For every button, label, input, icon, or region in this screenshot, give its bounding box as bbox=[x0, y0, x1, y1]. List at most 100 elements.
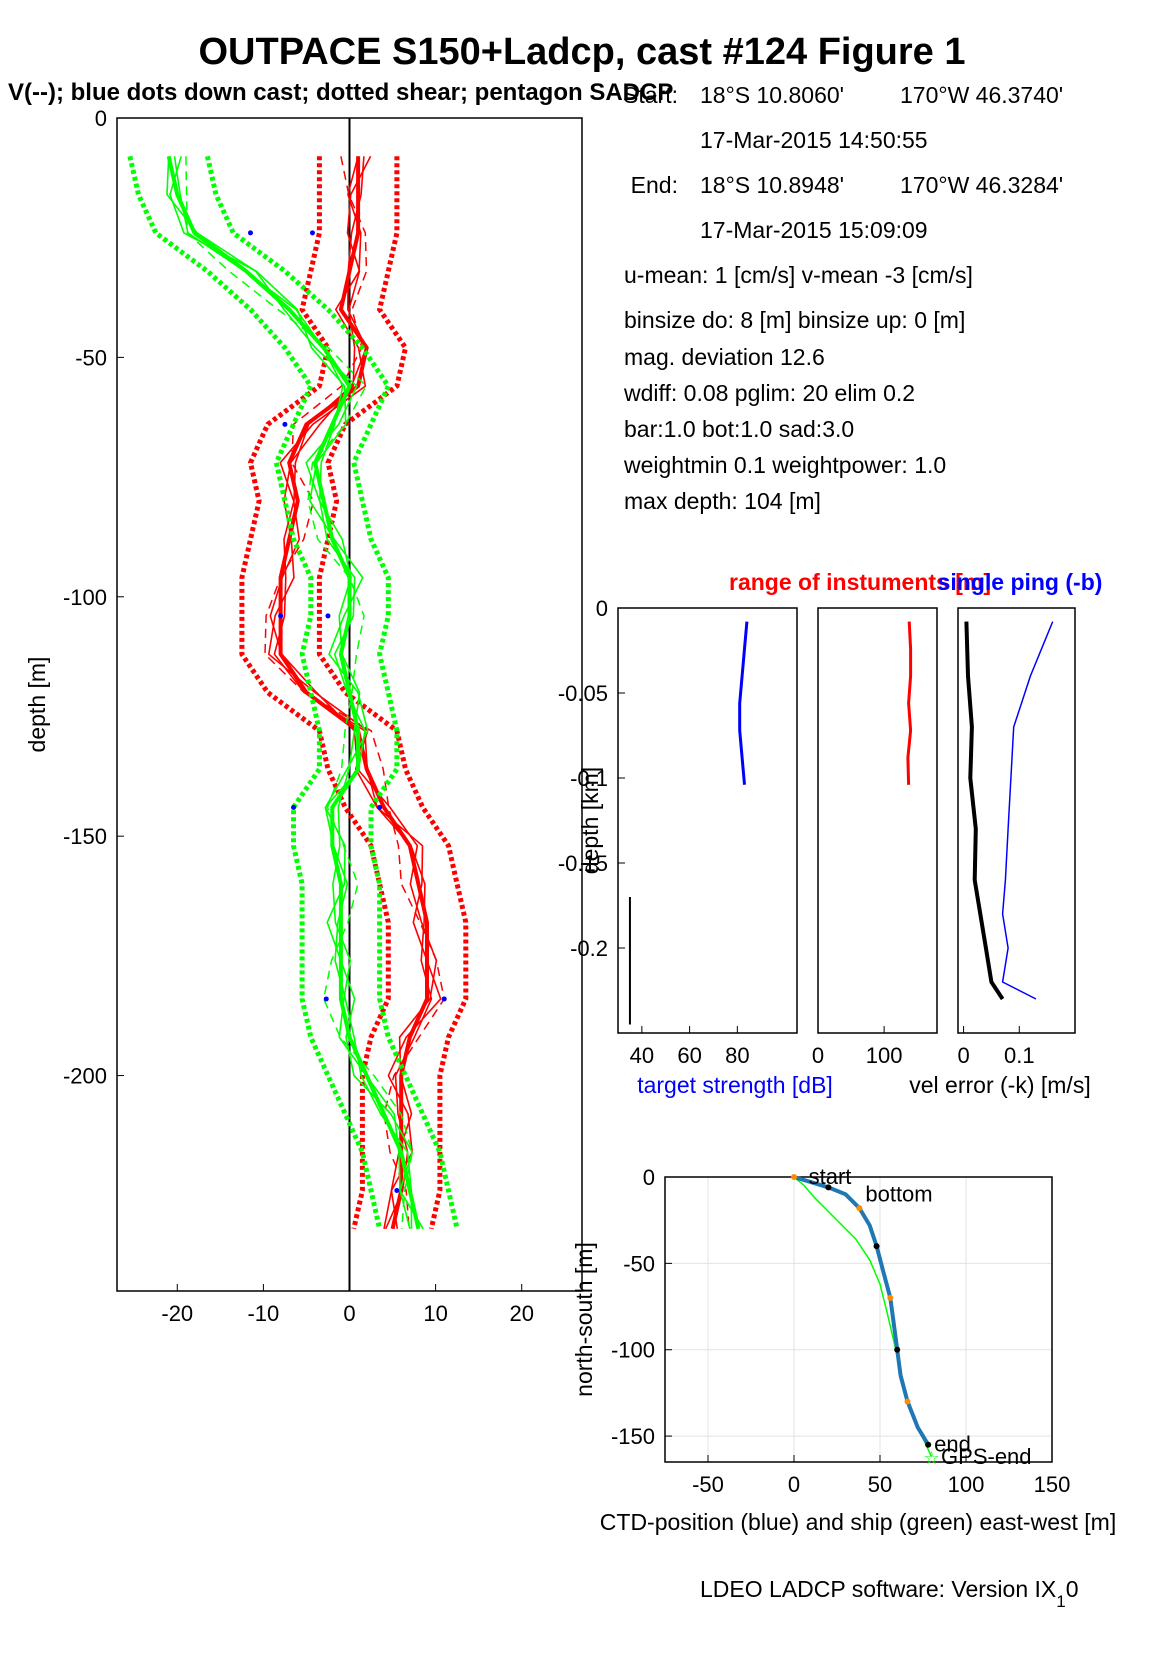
x-tick-label: 100 bbox=[866, 1043, 903, 1068]
panel-title: range of instuments [m] bbox=[729, 569, 991, 595]
v-velocity-estimate-line bbox=[173, 156, 413, 1229]
footer: LDEO LADCP software: Version IX10 bbox=[700, 1576, 1079, 1611]
downcast-dot bbox=[377, 804, 383, 810]
downcast-dot bbox=[282, 421, 288, 427]
start-time: 17-Mar-2015 14:50:55 bbox=[700, 127, 928, 153]
end-label: End: bbox=[631, 172, 678, 198]
figure-title: OUTPACE S150+Ladcp, cast #124 Figure 1 bbox=[199, 31, 966, 73]
mag-deviation: mag. deviation 12.6 bbox=[624, 344, 825, 370]
instrument-range-panel: 0 100 range of instuments [m] bbox=[729, 569, 991, 1068]
velocity-error-panel: 0 0.1 single ping (-b) vel error (-k) [m/s] bbox=[909, 569, 1102, 1098]
means: u-mean: 1 [cm/s] v-mean -3 [cm/s] bbox=[624, 262, 973, 288]
track-marker bbox=[925, 1441, 932, 1448]
x-tick-label: 0 bbox=[788, 1472, 800, 1497]
x-tick-label: 150 bbox=[1034, 1472, 1071, 1497]
downcast-dot bbox=[325, 613, 331, 619]
x-tick-label: 0 bbox=[812, 1043, 824, 1068]
y-tick-label: -150 bbox=[611, 1424, 655, 1449]
plot-frame bbox=[817, 607, 938, 1034]
x-tick-label: 100 bbox=[948, 1472, 985, 1497]
track-marker bbox=[873, 1243, 880, 1250]
end-lon: 170°W 46.3284' bbox=[900, 172, 1063, 198]
weights: bar:1.0 bot:1.0 sad:3.0 bbox=[624, 416, 854, 442]
y-axis-label: north-south [m] bbox=[571, 1242, 597, 1397]
ctd-track bbox=[793, 1175, 930, 1446]
position-track-panel: -50 0 50 100 150 0 -50 -100 -150 ☆ start bottom endG… bbox=[571, 1164, 1116, 1535]
v-velocity-dashed-line bbox=[185, 156, 414, 1229]
y-tick-label: -0.05 bbox=[558, 681, 608, 706]
start-lat: 18°S 10.8060' bbox=[700, 82, 844, 108]
u-velocity-dashed-line bbox=[264, 156, 445, 1229]
x-axis-label: vel error (-k) [m/s] bbox=[909, 1072, 1090, 1098]
vel-error-k-line bbox=[964, 621, 1005, 1001]
svg-text:LDEO LADCP software: Version I: LDEO LADCP software: Version IX10 bbox=[700, 1576, 1079, 1611]
plot-frame bbox=[957, 607, 1076, 1034]
footer-tail: 0 bbox=[1066, 1576, 1079, 1602]
end-time: 17-Mar-2015 15:09:09 bbox=[700, 217, 928, 243]
footer-text: LDEO LADCP software: Version IX bbox=[700, 1576, 1056, 1602]
track-marker bbox=[904, 1398, 911, 1405]
y-tick-label: -200 bbox=[63, 1064, 107, 1089]
panel-title: single ping (-b) bbox=[938, 569, 1103, 595]
x-tick-label: 0 bbox=[957, 1043, 969, 1068]
y-tick-label: -50 bbox=[623, 1251, 655, 1276]
downcast-dot bbox=[247, 230, 253, 236]
downcast-dot bbox=[278, 613, 284, 619]
track-label: start bbox=[809, 1164, 852, 1189]
y-tick-label: -50 bbox=[75, 345, 107, 370]
x-tick-label: 0 bbox=[343, 1301, 355, 1326]
y-axis-label: depth [m] bbox=[24, 657, 50, 753]
start-label: Start: bbox=[623, 82, 678, 108]
y-tick-label: 0 bbox=[95, 106, 107, 131]
u-velocity-shear-envelope bbox=[316, 156, 469, 1230]
track-marker bbox=[791, 1174, 797, 1180]
x-axis-label: target strength [dB] bbox=[637, 1072, 833, 1098]
y-tick-label: 0 bbox=[596, 596, 608, 621]
x-tick-label: -20 bbox=[161, 1301, 193, 1326]
track-marker bbox=[887, 1294, 894, 1301]
u-velocity-shear-envelope bbox=[239, 156, 391, 1230]
x-tick-label: 10 bbox=[423, 1301, 447, 1326]
x-tick-label: -10 bbox=[247, 1301, 279, 1326]
v-velocity-estimate-line bbox=[169, 156, 414, 1229]
track-label: bottom bbox=[865, 1181, 932, 1206]
weightmin: weightmin 0.1 weightpower: 1.0 bbox=[623, 452, 946, 478]
wdiff: wdiff: 0.08 pglim: 20 elim 0.2 bbox=[623, 380, 915, 406]
y-tick-label: -0.1 bbox=[570, 766, 608, 791]
downcast-dot bbox=[441, 996, 447, 1002]
downcast-dot bbox=[309, 230, 315, 236]
binsize: binsize do: 8 [m] binsize up: 0 [m] bbox=[624, 307, 965, 333]
y-tick-label: -150 bbox=[63, 824, 107, 849]
y-axis-label: depth [km] bbox=[577, 767, 603, 874]
x-tick-label: -50 bbox=[692, 1472, 724, 1497]
x-tick-label: 40 bbox=[630, 1043, 654, 1068]
x-tick-label: 60 bbox=[677, 1043, 701, 1068]
cast-info: Start: 18°S 10.8060' 170°W 46.3740' 17-M… bbox=[623, 82, 1063, 514]
instrument-range-line bbox=[906, 621, 913, 785]
target-strength-panel: 40 60 80 0 -0.05 -0.1 -0.15 -0.2 depth [km] targe… bbox=[558, 596, 833, 1098]
x-axis-label: CTD-position (blue) and ship (green) eas… bbox=[600, 1509, 1116, 1535]
track-marker bbox=[894, 1346, 901, 1353]
v-velocity-shear-envelope bbox=[127, 155, 383, 1230]
downcast-dot bbox=[323, 996, 329, 1002]
x-tick-label: 0.1 bbox=[1004, 1043, 1035, 1068]
y-tick-label: -0.15 bbox=[558, 851, 608, 876]
track-label: GPS-end bbox=[941, 1444, 1032, 1469]
plot-frame bbox=[664, 1176, 1053, 1463]
plot-frame bbox=[617, 607, 798, 1034]
max-depth: max depth: 104 [m] bbox=[624, 488, 821, 514]
downcast-dot bbox=[291, 804, 297, 810]
v-velocity-shear-envelope bbox=[204, 155, 460, 1230]
track-marker bbox=[825, 1184, 832, 1191]
y-tick-label: -100 bbox=[611, 1338, 655, 1363]
footer-subscript: 1 bbox=[1056, 1592, 1065, 1611]
gps-end-star-icon: ☆ bbox=[924, 1448, 940, 1468]
v-velocity-line bbox=[166, 155, 421, 1230]
vel-error-b-line bbox=[1001, 621, 1054, 1000]
x-tick-label: 20 bbox=[509, 1301, 533, 1326]
track-marker bbox=[856, 1205, 863, 1212]
downcast-dot bbox=[394, 1187, 400, 1193]
figure-subtitle: V(--); blue dots down cast; dotted shear… bbox=[8, 79, 673, 106]
y-tick-label: 0 bbox=[643, 1165, 655, 1190]
